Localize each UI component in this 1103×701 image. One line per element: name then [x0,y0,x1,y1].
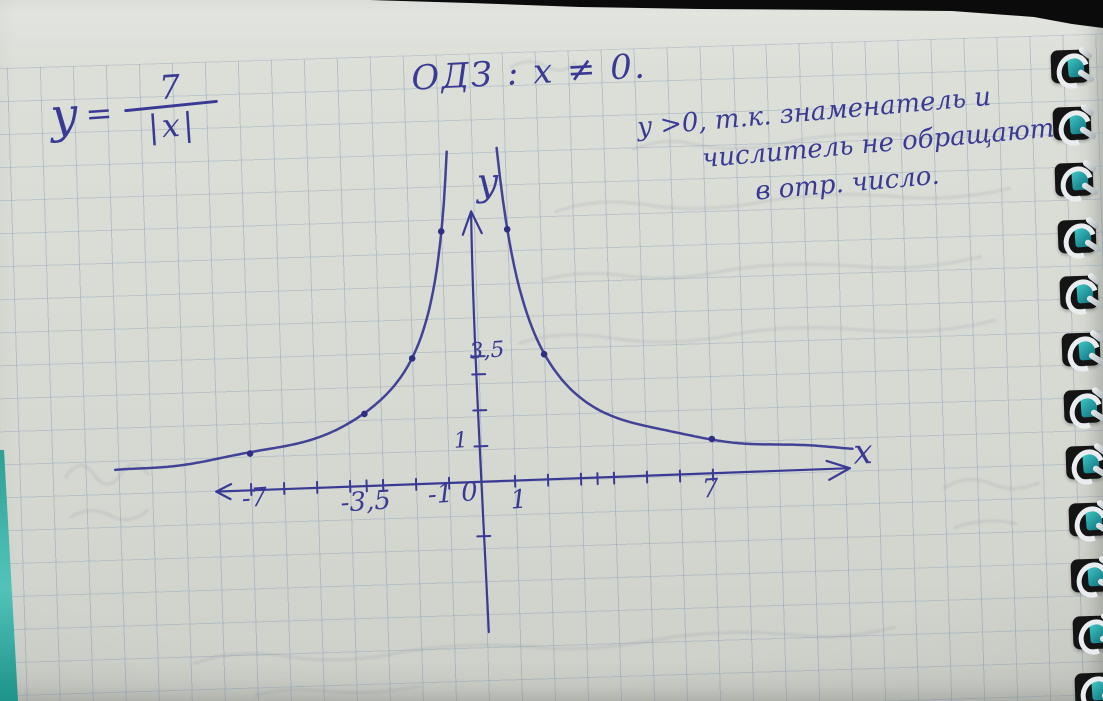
x-axis [215,467,851,493]
x-tick-label: 1 [509,484,528,516]
fraction-numerator: 7 [157,66,182,108]
y-axis [469,210,490,634]
x-tick-label: -1 [426,478,455,511]
marked-point [540,350,548,358]
y-tick-label: 3,5 [468,337,506,365]
x-tick-label: -7 [240,482,269,515]
y-axis-arrow [461,210,483,236]
curve-branch [113,150,448,472]
marked-point [361,410,368,418]
fraction-denominator: |x| [146,104,198,147]
x-tick-label: -3,5 [339,485,392,519]
marked-point [437,228,445,235]
function-formula: y = 7 |x| [48,66,220,152]
marked-point [246,450,254,457]
x-tick-label: 7 [701,473,720,505]
x-tick-label: 0 [460,477,479,509]
formula-fraction: 7 |x| [122,66,220,147]
marked-point [408,355,416,362]
x-axis-label: x [852,431,874,473]
x-axis-arrows [215,459,851,501]
formula-equals: = [84,92,114,133]
marked-point [708,435,716,443]
marked-point [503,226,511,233]
curve-branch [495,146,854,451]
y-tick-label: 1 [452,427,469,454]
formula-lhs: y [48,86,80,144]
y-axis-label: y [475,159,499,205]
